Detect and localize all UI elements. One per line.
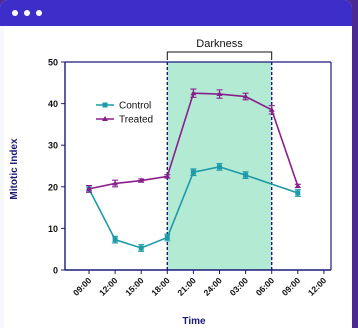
darkness-region: Darkness	[166, 38, 273, 270]
chart-legend: Control Treated	[96, 101, 153, 126]
y-tick-label: 10	[48, 224, 58, 234]
y-tick-label: 0	[53, 266, 58, 276]
data-point	[295, 190, 301, 196]
y-tick-label: 30	[48, 141, 58, 151]
y-tick-label: 20	[48, 182, 58, 192]
x-tick-label: 21:00	[175, 275, 198, 298]
title-bar	[0, 0, 352, 26]
legend-label: Treated	[119, 115, 153, 126]
legend-marker	[102, 116, 108, 121]
data-point	[138, 245, 144, 251]
y-tick-label: 40	[48, 99, 58, 109]
y-tick-label: 50	[48, 58, 58, 68]
data-point	[190, 90, 197, 96]
darkness-bracket	[166, 51, 273, 60]
x-tick-label: 24:00	[201, 275, 224, 298]
data-point	[112, 180, 119, 186]
series-line-control	[88, 166, 299, 249]
window-maximize-dot[interactable]	[36, 10, 42, 16]
data-point	[217, 164, 222, 170]
data-point	[243, 172, 249, 178]
x-tick-label: 03:00	[228, 275, 251, 298]
darkness-label: Darkness	[196, 38, 243, 50]
data-point	[294, 182, 301, 188]
data-point	[164, 173, 171, 179]
y-axis-label: Mitotic Index	[9, 138, 20, 200]
data-point	[112, 237, 118, 243]
x-axis-label: Time	[182, 316, 206, 327]
legend-marker	[102, 102, 108, 108]
data-point	[190, 169, 196, 175]
data-point	[164, 235, 170, 241]
x-tick-label: 06:00	[254, 275, 277, 298]
data-point	[268, 106, 275, 112]
data-point	[242, 93, 249, 99]
data-point	[86, 185, 92, 191]
window-minimize-dot[interactable]	[24, 10, 30, 16]
window-close-dot[interactable]	[12, 10, 18, 16]
x-tick-label: 15:00	[123, 275, 146, 298]
data-point	[138, 177, 145, 183]
x-tick-label: 09:00	[71, 275, 94, 298]
chart-series	[86, 88, 301, 252]
legend-label: Control	[119, 101, 151, 112]
x-tick-label: 12:00	[97, 275, 120, 298]
x-tick-label: 18:00	[149, 275, 172, 298]
x-tick-label: 09:00	[280, 275, 303, 298]
data-point	[216, 91, 223, 97]
x-tick-label: 12:00	[306, 275, 329, 298]
chart-canvas: Darkness 0 10 20 30 40 50 09:00 12:00 15:00 18:00…	[4, 26, 352, 328]
